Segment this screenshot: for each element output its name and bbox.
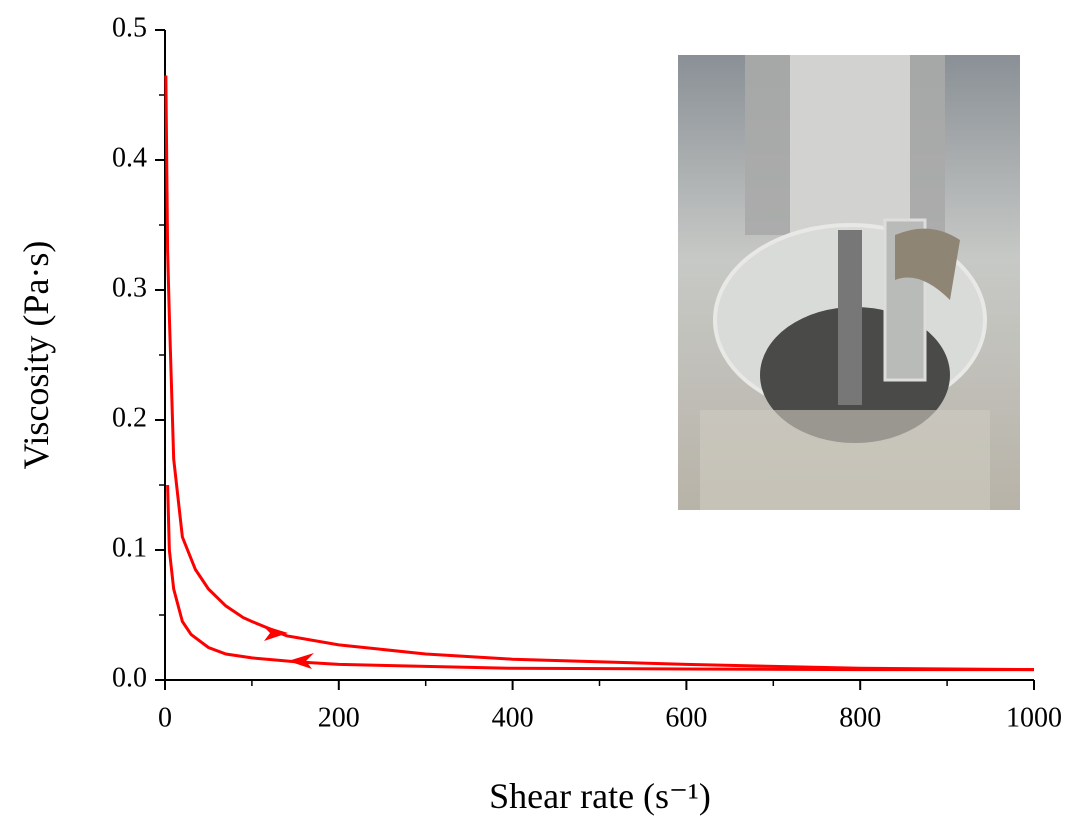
y-tick-label: 0.0 [112, 662, 147, 693]
x-axis-label: Shear rate (s⁻¹) [489, 776, 711, 816]
x-tick-label: 800 [839, 702, 881, 733]
data-line [164, 75, 1035, 672]
x-tick-label: 200 [318, 702, 360, 733]
y-tick-label: 0.3 [112, 272, 147, 303]
x-tick-label: 400 [492, 702, 534, 733]
inset-photo [678, 55, 1020, 510]
x-tick-label: 0 [158, 702, 172, 733]
data-line [166, 484, 1034, 672]
x-tick-label: 600 [665, 702, 707, 733]
y-axis-label: Viscosity (Pa·s) [16, 241, 56, 470]
y-tick-label: 0.2 [112, 402, 147, 433]
y-tick-label: 0.1 [112, 532, 147, 563]
y-tick-label: 0.4 [112, 142, 147, 173]
y-tick-label: 0.5 [112, 12, 147, 43]
x-tick-label: 1000 [1006, 702, 1062, 733]
